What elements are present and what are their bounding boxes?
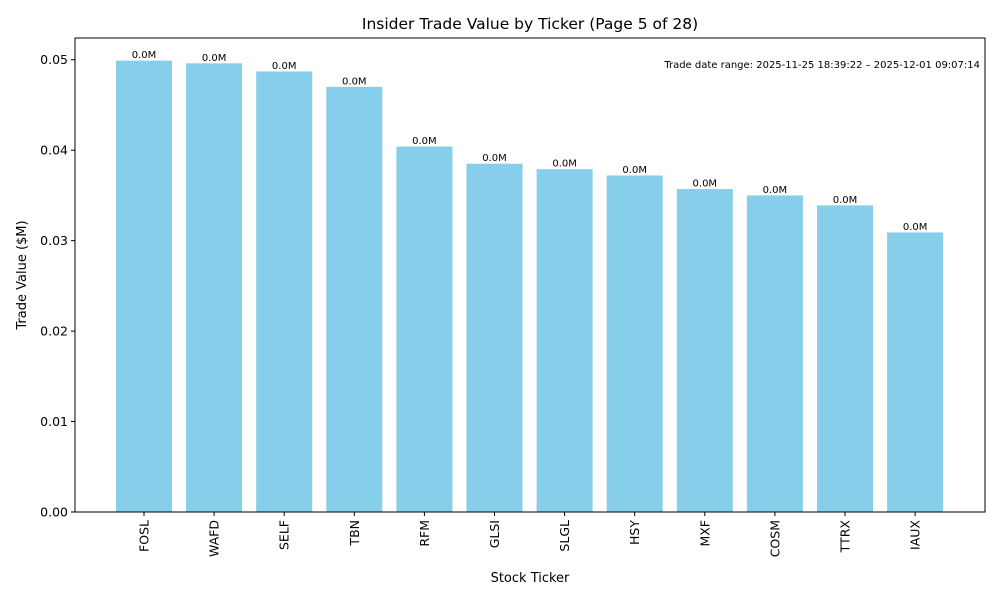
annotation-text: Trade date range: 2025-11-25 18:39:22 – … [663,60,980,71]
bar [676,189,733,512]
bar-value-label: 0.0M [412,136,437,147]
x-tick-label: MXF [697,520,712,547]
x-tick-label: GLSI [487,520,502,548]
bar-value-label: 0.0M [132,50,157,61]
y-tick-label: 0.05 [40,52,68,67]
y-tick-label: 0.01 [40,414,68,429]
x-tick-label: SLGL [557,520,572,552]
bar [326,86,383,513]
x-tick-label: RFM [417,520,432,547]
bar-value-label: 0.0M [622,165,647,176]
bar [606,175,663,512]
axes-layer: FOSL WAFD SELF TBN RFM GLSI SLGL HSY MXF COSM TTRX… [40,52,922,557]
x-tick-label: HSY [627,520,642,545]
bar [887,232,944,512]
bar [116,60,172,512]
y-tick-label: 0.02 [40,324,68,339]
x-tick-label: FOSL [137,520,152,552]
bar-value-label: 0.0M [763,185,788,196]
bar-value-label: 0.0M [342,76,367,87]
bar [817,205,873,512]
x-tick-label: IAUX [908,520,923,550]
x-tick-label: TBN [347,520,362,547]
y-tick-label: 0.04 [40,143,68,158]
y-axis-label: Trade Value ($M) [15,220,30,330]
x-tick-label: COSM [767,520,782,557]
bar-value-label: 0.0M [552,159,577,170]
y-tick-label: 0.03 [40,233,68,248]
x-axis-label: Stock Ticker [491,571,570,586]
chart-title: Insider Trade Value by Ticker (Page 5 of… [362,15,698,33]
bar [186,63,243,512]
x-tick-label: TTRX [838,520,853,554]
bar-value-label: 0.0M [693,179,718,190]
bar-value-label: 0.0M [272,61,297,72]
bar [396,146,453,512]
x-tick-label: WAFD [207,520,222,557]
bar [746,195,803,512]
bar-value-label: 0.0M [903,222,928,233]
bar-value-label: 0.0M [202,53,227,64]
bar-value-label: 0.0M [482,153,507,164]
plot-frame [74,37,986,513]
y-tick-label: 0.00 [40,505,68,520]
bar-value-label: 0.0M [833,195,858,206]
bar [466,163,523,513]
bar [536,169,593,512]
bars-layer: 0.0M 0.0M 0.0M 0.0M 0.0M 0.0M 0.0M 0.0M 0.0M 0.0M… [116,50,944,513]
bar [256,71,313,512]
x-tick-label: SELF [277,520,292,550]
